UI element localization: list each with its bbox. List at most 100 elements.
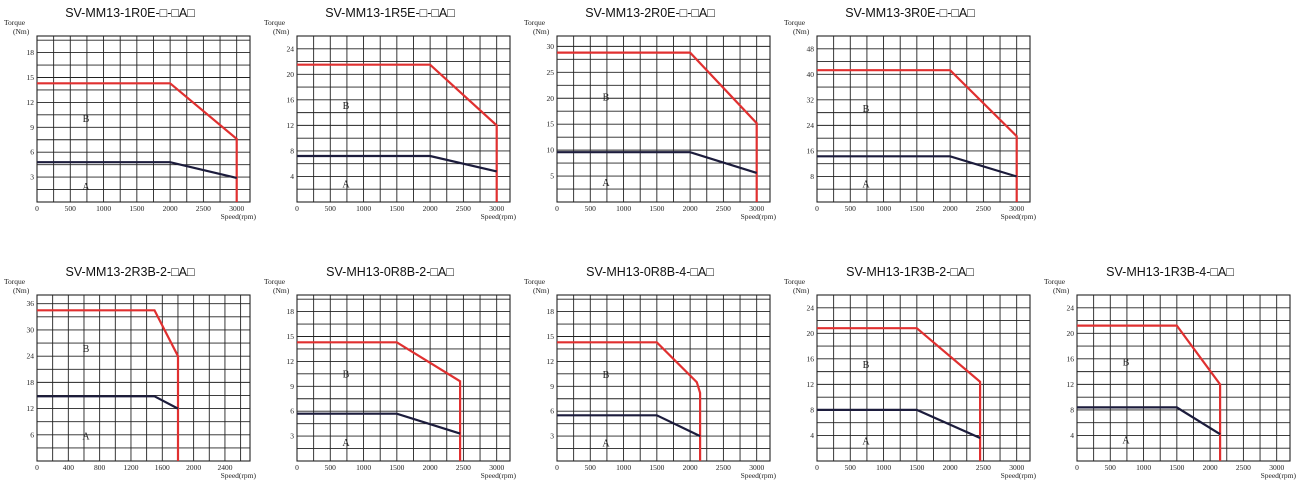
x-tick-label: 3000 bbox=[489, 463, 504, 472]
chart-panel: SV-MM13-2R0E-□-□A□ 0 500 1000 1500 2000 2500 30… bbox=[520, 0, 780, 239]
grid bbox=[557, 295, 770, 461]
y-axis-label: Torque bbox=[4, 277, 26, 286]
chart-panel: SV-MM13-3R0E-□-□A□ 0 500 1000 1500 2000 2500 30… bbox=[780, 0, 1040, 239]
y-axis-unit: (Nm) bbox=[533, 286, 550, 295]
x-tick-label: 2000 bbox=[423, 204, 438, 213]
y-tick-label: 3 bbox=[550, 432, 554, 441]
region-a-label: A bbox=[342, 438, 350, 449]
y-tick-label: 10 bbox=[547, 146, 555, 155]
y-axis-label: Torque bbox=[784, 277, 806, 286]
y-tick-label: 16 bbox=[1067, 354, 1075, 363]
chart-title: SV-MM13-1R0E-□-□A□ bbox=[65, 6, 195, 20]
y-tick-label: 30 bbox=[547, 42, 555, 51]
plot-frame bbox=[556, 294, 771, 462]
x-tick-label: 2000 bbox=[683, 204, 698, 213]
continuous-torque-curve bbox=[297, 412, 461, 435]
x-tick-label: 2500 bbox=[456, 204, 471, 213]
x-tick-label: 2000 bbox=[943, 463, 958, 472]
x-tick-label: 1600 bbox=[155, 463, 170, 472]
x-tick-label: 500 bbox=[845, 204, 857, 213]
x-tick-label: 400 bbox=[63, 463, 75, 472]
x-axis-label: Speed(rpm) bbox=[481, 471, 517, 480]
region-a-label: A bbox=[602, 178, 610, 189]
peak-torque-curve bbox=[557, 51, 758, 202]
chart-title: SV-MH13-1R3B-4-□A□ bbox=[1106, 265, 1234, 279]
y-tick-label: 18 bbox=[547, 307, 555, 316]
x-axis-label: Speed(rpm) bbox=[1001, 471, 1037, 480]
x-tick-label: 1500 bbox=[649, 463, 664, 472]
y-tick-label: 9 bbox=[550, 382, 554, 391]
y-tick-label: 24 bbox=[27, 352, 35, 361]
plot-frame bbox=[296, 294, 511, 462]
y-tick-label: 18 bbox=[287, 307, 295, 316]
x-tick-label: 1500 bbox=[909, 204, 924, 213]
chart-title: SV-MM13-3R0E-□-□A□ bbox=[845, 6, 975, 20]
region-b-label: B bbox=[863, 360, 870, 371]
region-b-label: B bbox=[343, 101, 350, 112]
y-tick-label: 16 bbox=[807, 146, 815, 155]
plot-frame bbox=[296, 35, 511, 203]
y-axis-label: Torque bbox=[524, 18, 546, 27]
region-b-label: B bbox=[863, 104, 870, 115]
plot-frame bbox=[816, 294, 1031, 462]
y-tick-label: 20 bbox=[547, 94, 555, 103]
chart-title: SV-MM13-2R3B-2-□A□ bbox=[65, 265, 195, 279]
plot-frame bbox=[36, 35, 251, 203]
x-tick-label: 2500 bbox=[1236, 463, 1251, 472]
y-tick-label: 16 bbox=[287, 95, 295, 104]
peak-torque-curve bbox=[817, 327, 982, 461]
x-tick-label: 1500 bbox=[389, 204, 404, 213]
chart-svg: 0 500 1000 1500 2000 2500 3000 4 8 12 16 20 24 Torque… bbox=[784, 277, 1037, 480]
region-b-label: B bbox=[83, 114, 90, 125]
region-b-label: B bbox=[343, 369, 350, 380]
x-tick-label: 0 bbox=[1075, 463, 1079, 472]
x-tick-label: 2000 bbox=[186, 463, 201, 472]
x-tick-label: 1000 bbox=[876, 463, 891, 472]
y-tick-label: 20 bbox=[287, 70, 295, 79]
y-axis-unit: (Nm) bbox=[273, 286, 290, 295]
y-tick-label: 3 bbox=[290, 432, 294, 441]
y-tick-label: 12 bbox=[287, 121, 295, 130]
region-a-label: A bbox=[862, 437, 870, 448]
x-tick-label: 3000 bbox=[1009, 204, 1024, 213]
x-tick-label: 0 bbox=[815, 463, 819, 472]
x-axis-label: Speed(rpm) bbox=[741, 212, 777, 221]
x-tick-label: 3000 bbox=[1269, 463, 1284, 472]
y-tick-label: 6 bbox=[290, 407, 294, 416]
x-tick-label: 0 bbox=[295, 463, 299, 472]
y-tick-label: 30 bbox=[27, 325, 35, 334]
y-tick-label: 4 bbox=[290, 172, 294, 181]
chart-svg: 0 500 1000 1500 2000 2500 3000 4 8 12 16 20 24 Torque… bbox=[1044, 277, 1297, 480]
x-tick-label: 2500 bbox=[196, 204, 211, 213]
x-tick-label: 3000 bbox=[1009, 463, 1024, 472]
peak-torque-curve bbox=[37, 82, 238, 202]
x-tick-label: 1000 bbox=[356, 204, 371, 213]
y-tick-label: 8 bbox=[290, 146, 294, 155]
continuous-torque-curve bbox=[557, 414, 701, 438]
region-b-label: B bbox=[1123, 357, 1130, 368]
y-tick-label: 32 bbox=[807, 95, 815, 104]
x-tick-label: 500 bbox=[845, 463, 857, 472]
y-tick-label: 24 bbox=[807, 303, 815, 312]
grid bbox=[817, 36, 1030, 202]
x-tick-label: 500 bbox=[65, 204, 77, 213]
x-tick-label: 2500 bbox=[976, 463, 991, 472]
x-tick-label: 1500 bbox=[389, 463, 404, 472]
y-axis-unit: (Nm) bbox=[13, 286, 30, 295]
x-tick-label: 1500 bbox=[129, 204, 144, 213]
y-tick-label: 6 bbox=[550, 407, 554, 416]
x-axis-label: Speed(rpm) bbox=[221, 212, 257, 221]
chart-svg: 0 500 1000 1500 2000 2500 3000 3 6 9 12 15 18 Torque(… bbox=[524, 277, 777, 480]
y-tick-label: 12 bbox=[1067, 380, 1075, 389]
continuous-torque-curve bbox=[37, 395, 179, 410]
chart-svg: 0 500 1000 1500 2000 2500 3000 4 8 12 16 20 24 Torque… bbox=[264, 18, 517, 221]
x-axis-label: Speed(rpm) bbox=[221, 471, 257, 480]
y-tick-label: 48 bbox=[807, 44, 815, 53]
x-tick-label: 2500 bbox=[456, 463, 471, 472]
x-tick-label: 500 bbox=[325, 204, 337, 213]
chart-title: SV-MH13-0R8B-4-□A□ bbox=[586, 265, 714, 279]
x-tick-label: 2000 bbox=[423, 463, 438, 472]
y-tick-label: 12 bbox=[547, 357, 555, 366]
y-axis-label: Torque bbox=[784, 18, 806, 27]
x-tick-label: 800 bbox=[94, 463, 106, 472]
